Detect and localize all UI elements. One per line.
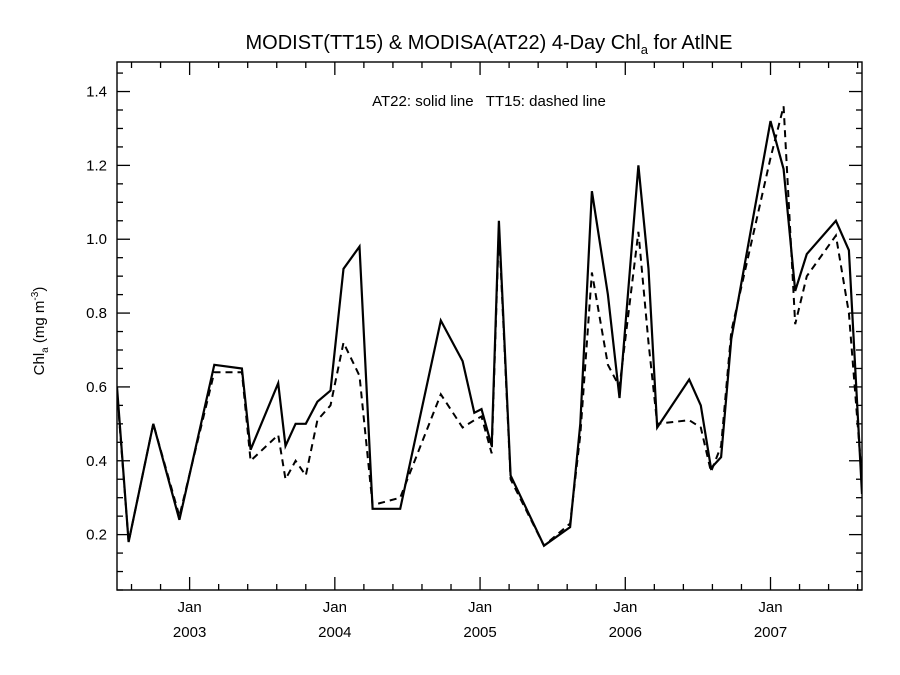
plot-frame [116, 61, 863, 591]
ylabel-close: ) [31, 287, 48, 292]
y-axis-label: Chla (mg m-3) [30, 287, 51, 376]
title-subscript: a [641, 42, 649, 57]
chart-title: MODIST(TT15) & MODISA(AT22) 4-Day Chla f… [246, 32, 733, 57]
x-tick-label-year: 2007 [754, 624, 787, 641]
x-tick-label-year: 2003 [173, 624, 206, 641]
y-tick-label: 0.2 [86, 527, 107, 544]
x-tick-label-year: 2006 [609, 624, 642, 641]
legend-annotation: AT22: solid line TT15: dashed line [372, 93, 606, 110]
x-tick-label-year: 2004 [318, 624, 351, 641]
x-tick-label-month: Jan [178, 599, 202, 616]
y-tick-label: 1.0 [86, 231, 107, 248]
title-tail: for AtlNE [648, 32, 732, 54]
y-tick-label: 0.6 [86, 379, 107, 396]
x-tick-label-year: 2005 [463, 624, 496, 641]
y-tick-label: 1.2 [86, 157, 107, 174]
series-line-solid [117, 120, 862, 548]
ylabel-units: (mg m [31, 301, 48, 348]
series-line-dashed [117, 106, 862, 548]
x-tick-label-month: Jan [323, 599, 347, 616]
ylabel-main: Chl [31, 353, 48, 376]
y-tick-label: 0.8 [86, 305, 107, 322]
y-tick-label: 0.4 [86, 453, 107, 470]
ylabel-subscript: a [40, 347, 51, 353]
x-tick-label-month: Jan [613, 599, 637, 616]
title-main: MODIST(TT15) & MODISA(AT22) 4-Day Chl [246, 32, 641, 54]
y-tick-label: 1.4 [86, 84, 107, 101]
ylabel-exponent: -3 [30, 291, 41, 300]
x-tick-label-month: Jan [468, 599, 492, 616]
x-tick-label-month: Jan [758, 599, 782, 616]
